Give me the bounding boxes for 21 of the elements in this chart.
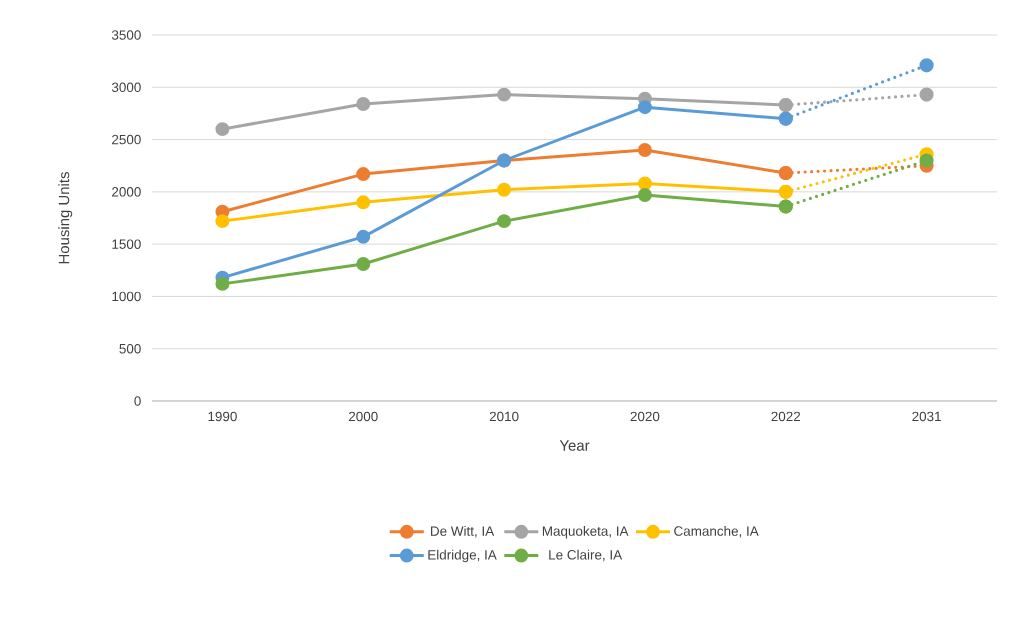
y-tick-label: 1000	[112, 291, 141, 302]
legend-label: Le Claire, IA	[549, 549, 623, 562]
legend-label: Maquoketa, IA	[542, 525, 629, 539]
legend-label: Camanche, IA	[674, 525, 759, 538]
y-tick-label: 2500	[112, 134, 141, 145]
y-tick-label: 0	[134, 396, 141, 406]
legend-label: Eldridge, IA	[428, 549, 497, 563]
legend-label: De Witt, IA	[431, 525, 495, 538]
y-tick-label: 3500	[111, 30, 141, 40]
x-tick-label: 2022	[771, 411, 801, 422]
x-tick-label: 2000	[348, 411, 378, 422]
x-tick-label: 2020	[630, 411, 660, 422]
x-axis-title: Year	[559, 440, 590, 451]
y-tick-label: 3000	[111, 82, 141, 93]
y-tick-label: 500	[119, 343, 141, 354]
x-tick-label: 2010	[489, 411, 519, 422]
y-tick-label: 1500	[112, 239, 141, 249]
x-tick-label: 1990	[208, 411, 237, 422]
y-tick-label: 2000	[112, 187, 141, 197]
x-tick-label: 2031	[912, 411, 941, 422]
y-axis-title: Housing Units	[58, 172, 73, 264]
